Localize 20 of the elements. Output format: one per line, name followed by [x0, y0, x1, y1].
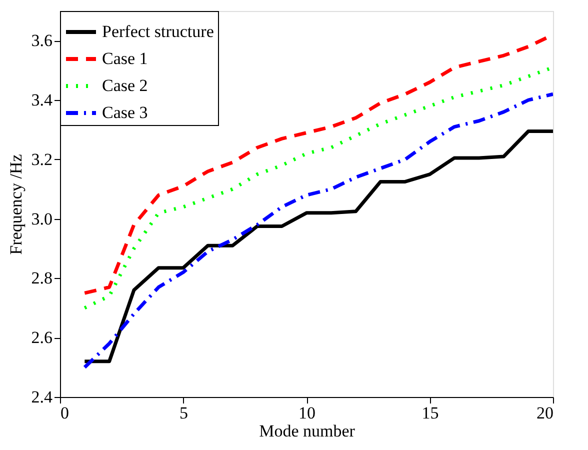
- y-tick-label: 2.4: [31, 388, 53, 406]
- y-tick-label: 3.0: [31, 209, 52, 228]
- legend-label: Case 1: [102, 49, 148, 68]
- y-tick-label: 3.4: [31, 90, 53, 110]
- y-tick-label: 3.6: [31, 31, 52, 50]
- x-tick-label: 0: [60, 404, 69, 422]
- line-series: [82, 130, 553, 364]
- y-tick-label: 3.2: [31, 150, 52, 169]
- line-series: [82, 92, 553, 370]
- x-axis-title: Mode number: [259, 422, 356, 440]
- legend-label: Case 2: [102, 76, 148, 95]
- x-tick-label: 15: [422, 404, 439, 422]
- x-tick-label: 20: [536, 404, 554, 422]
- x-tick-label: 10: [298, 404, 316, 422]
- legend-label: Case 3: [102, 103, 148, 122]
- y-tick-label: 2.6: [31, 328, 52, 348]
- x-tick-label: 5: [180, 404, 188, 422]
- legend-label: Perfect structure: [102, 22, 214, 41]
- y-axis-title: Frequency /Hz: [6, 154, 26, 255]
- y-tick-label: 2.8: [31, 268, 52, 288]
